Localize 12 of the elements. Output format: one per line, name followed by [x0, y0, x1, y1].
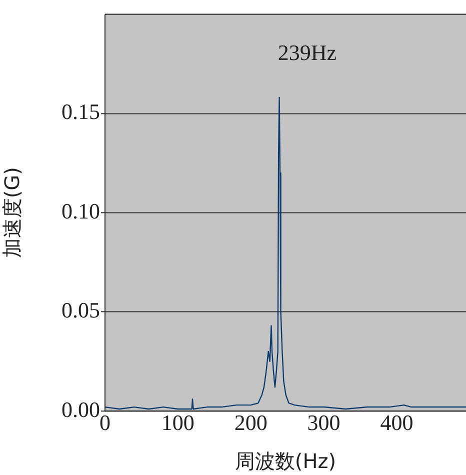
y-tick-label: 0.00: [62, 396, 100, 422]
y-axis-title: 加速度(G): [0, 167, 24, 258]
x-tick-label: 200: [234, 410, 268, 435]
x-tick-label: 0: [100, 410, 110, 435]
x-tick-label: 100: [161, 410, 194, 435]
x-axis-title: 周波数(Hz): [234, 449, 336, 474]
y-tick-label: 0.10: [62, 198, 100, 224]
annotation: 239Hz: [278, 40, 337, 65]
x-tick-label: 300: [307, 410, 340, 435]
x-tick-label: 400: [380, 410, 414, 435]
y-tick-label: 0.15: [62, 99, 100, 124]
y-tick-label: 0.05: [62, 298, 100, 323]
